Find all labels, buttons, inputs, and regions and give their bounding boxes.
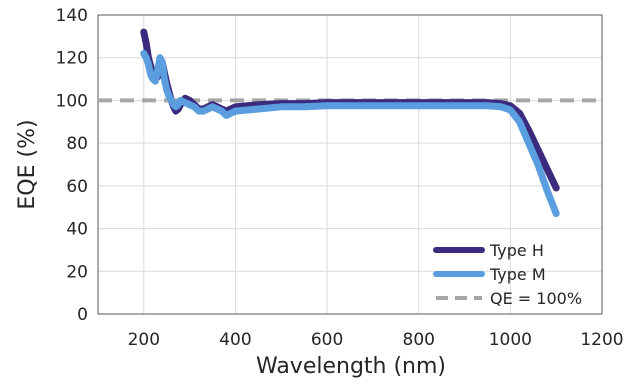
x-tick-labels: 200 400 600 800 1000 1200 (128, 330, 624, 350)
y-tick-label: 0 (77, 305, 88, 325)
legend-label: Type M (489, 265, 546, 284)
x-tick-label: 600 (311, 330, 343, 350)
x-tick-label: 1000 (489, 330, 532, 350)
legend: Type H Type M QE = 100% (433, 241, 582, 308)
y-tick-label: 80 (66, 134, 88, 154)
legend-label: QE = 100% (490, 289, 582, 308)
series-line-type-m (140, 49, 560, 218)
x-tick-label: 400 (219, 330, 251, 350)
y-axis-title: EQE (%) (15, 119, 40, 209)
y-tick-label: 20 (66, 262, 88, 282)
y-tick-label: 100 (56, 91, 88, 111)
y-tick-label: 120 (56, 49, 88, 69)
plot-frame (97, 14, 603, 315)
y-tick-labels: 0 20 40 60 80 100 120 140 (56, 6, 88, 325)
x-tick-label: 200 (128, 330, 160, 350)
legend-label: Type H (489, 241, 544, 260)
x-tick-label: 1200 (580, 330, 623, 350)
y-tick-label: 40 (66, 220, 88, 240)
y-tick-label: 60 (66, 177, 88, 197)
y-tick-label: 140 (56, 6, 88, 26)
x-tick-label: 800 (403, 330, 435, 350)
x-axis-title: Wavelength (nm) (256, 354, 446, 379)
series-layer (98, 28, 602, 218)
